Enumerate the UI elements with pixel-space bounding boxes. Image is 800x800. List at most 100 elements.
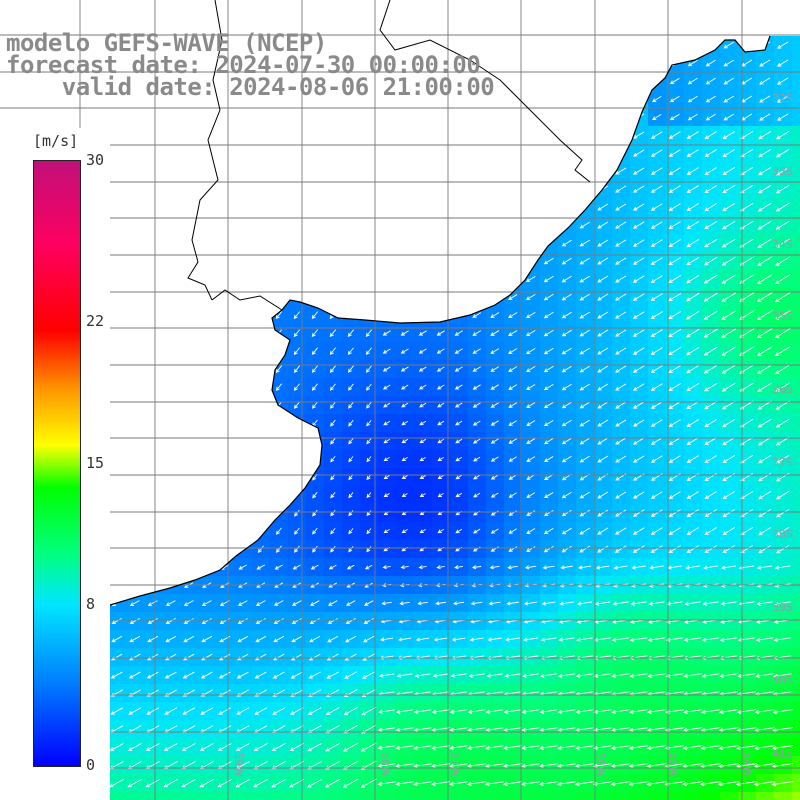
wind-arrow (668, 149, 681, 157)
field-cell (792, 72, 800, 91)
colorbar-tick-22: 22 (86, 312, 105, 331)
latitude-label: 32S (772, 92, 793, 105)
wind-arrow (525, 293, 536, 301)
field-cell (792, 126, 800, 145)
wind-arrow (525, 275, 536, 283)
wind-arrow (721, 238, 736, 248)
wind-arrow (668, 293, 682, 302)
field-cell (450, 792, 469, 800)
field-cell (576, 792, 595, 800)
field-cell (792, 108, 800, 127)
wind-arrow (668, 203, 681, 211)
wind-arrow (668, 185, 681, 193)
wind-arrow (686, 256, 700, 266)
field-cell (288, 792, 307, 800)
field-cell (792, 360, 800, 379)
wind-arrow (543, 293, 554, 301)
field-cell (486, 792, 505, 800)
field-cell (792, 612, 800, 631)
latitude-label: 36S (772, 383, 793, 396)
wind-arrow (703, 274, 718, 284)
wind-arrow (721, 292, 737, 302)
wind-arrow (705, 95, 716, 103)
wind-arrow (633, 185, 645, 193)
wind-arrow (579, 221, 590, 229)
wind-arrow (739, 256, 754, 266)
field-cell (792, 36, 800, 55)
wind-arrow (705, 77, 716, 85)
wind-arrow (759, 59, 771, 67)
wind-arrow (723, 59, 735, 67)
field-cell (792, 486, 800, 505)
field-cell (792, 198, 800, 217)
field-cell (234, 792, 253, 800)
field-cell (126, 792, 145, 800)
field-cell (342, 792, 361, 800)
wind-arrow (757, 220, 772, 230)
wind-arrow (668, 275, 682, 284)
wind-arrow (650, 239, 663, 247)
wind-arrow (687, 59, 698, 67)
field-cell (792, 432, 800, 451)
wind-arrow (615, 257, 627, 265)
wind-arrow (757, 202, 772, 212)
field-cell (792, 324, 800, 343)
wind-arrow (704, 220, 718, 230)
wind-arrow (615, 293, 627, 301)
wind-arrow (686, 167, 699, 175)
latitude-label: 40S (772, 674, 793, 687)
field-cell (792, 342, 800, 361)
wind-arrow (650, 293, 663, 301)
field-cell (792, 216, 800, 235)
wind-arrow (633, 149, 645, 157)
field-cell (630, 792, 649, 800)
wind-arrow (704, 185, 718, 194)
wind-arrow (775, 220, 790, 230)
field-cell (792, 378, 800, 397)
valid-date: valid date: 2024-08-06 21:00:00 (6, 73, 495, 101)
colorbar-gradient (33, 160, 81, 767)
field-cell (504, 792, 523, 800)
wind-arrow (632, 293, 645, 301)
wind-arrow (668, 167, 681, 175)
wind-arrow (757, 274, 773, 284)
wind-arrow (777, 95, 789, 103)
field-cell (792, 792, 800, 800)
wind-arrow (685, 292, 700, 302)
wind-arrow (615, 167, 627, 175)
wind-arrow (775, 274, 791, 284)
wind-arrow (650, 221, 663, 229)
wind-arrow (757, 256, 773, 266)
field-cell (720, 792, 739, 800)
field-cell (396, 792, 415, 800)
wind-arrow (633, 167, 645, 175)
wind-arrow (758, 130, 772, 140)
field-cell (702, 792, 721, 800)
field-cell (378, 792, 397, 800)
field-cell (324, 792, 343, 800)
wind-arrow (704, 238, 718, 248)
wind-arrow (686, 131, 699, 139)
wind-arrow (579, 275, 590, 283)
wind-arrow (705, 59, 716, 67)
field-cell (792, 648, 800, 667)
wind-arrow (759, 77, 771, 85)
latitude-label: 38S (772, 528, 793, 541)
field-cell (468, 792, 487, 800)
wind-arrow (687, 95, 698, 103)
field-cell (684, 792, 703, 800)
colorbar-tick-30: 30 (86, 151, 105, 169)
wind-arrow (650, 167, 663, 175)
wind-arrow (777, 113, 789, 121)
field-cell (540, 792, 559, 800)
field-cell (144, 792, 163, 800)
wind-arrow (721, 256, 736, 266)
field-cell (792, 54, 800, 73)
wind-arrow (721, 274, 736, 284)
field-cell (792, 468, 800, 487)
field-cell (792, 414, 800, 433)
wind-arrow (722, 167, 736, 176)
longitude-label: 59W (232, 752, 245, 777)
wind-arrow (758, 148, 772, 158)
field-cell (792, 756, 800, 775)
